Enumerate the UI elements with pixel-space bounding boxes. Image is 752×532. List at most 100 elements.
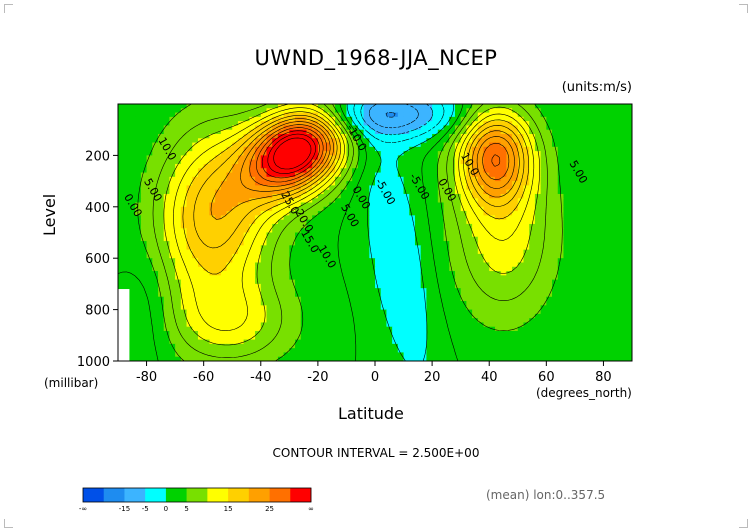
field-cell xyxy=(260,258,268,264)
field-cell xyxy=(603,275,610,281)
field-cell xyxy=(523,296,530,302)
field-cell xyxy=(226,296,233,302)
field-cell xyxy=(255,318,262,324)
field-cell xyxy=(300,142,308,148)
field-cell xyxy=(277,326,285,332)
field-cell xyxy=(340,309,348,315)
field-cell xyxy=(295,275,302,281)
field-cell xyxy=(414,168,422,174)
field-cell xyxy=(243,181,250,186)
field-cell xyxy=(295,172,302,178)
field-cell xyxy=(266,241,273,246)
field-cell xyxy=(375,211,382,216)
field-cell xyxy=(375,121,382,127)
field-cell xyxy=(300,133,308,139)
field-cell xyxy=(466,185,473,191)
field-cell xyxy=(409,146,416,152)
field-cell xyxy=(237,121,245,127)
field-cell xyxy=(437,133,445,139)
field-cell xyxy=(443,151,450,156)
field-cell xyxy=(420,249,427,255)
field-cell xyxy=(483,301,490,306)
field-cell xyxy=(597,232,605,238)
field-cell xyxy=(403,133,410,139)
field-cell xyxy=(317,138,325,144)
field-cell xyxy=(346,305,353,311)
field-cell xyxy=(603,283,610,289)
field-cell xyxy=(180,189,188,195)
field-cell xyxy=(626,228,632,234)
field-cell xyxy=(483,189,490,195)
field-cell xyxy=(329,313,336,319)
field-cell xyxy=(603,228,610,234)
field-cell xyxy=(226,313,233,319)
field-cell xyxy=(215,288,222,294)
field-cell xyxy=(220,249,228,255)
field-cell xyxy=(226,331,233,336)
field-cell xyxy=(237,172,245,178)
field-cell xyxy=(323,223,330,229)
field-cell xyxy=(574,211,582,216)
field-cell xyxy=(620,241,627,246)
field-cell xyxy=(609,309,616,315)
field-cell xyxy=(620,163,627,169)
field-cell xyxy=(386,189,393,195)
field-cell xyxy=(466,241,473,246)
field-cell xyxy=(546,189,553,195)
field-cell xyxy=(386,181,393,186)
field-cell xyxy=(266,331,273,336)
field-cell xyxy=(454,146,462,152)
field-cell xyxy=(152,202,159,208)
field-cell xyxy=(209,313,216,319)
field-cell xyxy=(506,331,513,336)
field-cell xyxy=(483,309,490,315)
field-cell xyxy=(597,189,605,195)
field-cell xyxy=(220,232,228,238)
field-cell xyxy=(403,116,410,122)
field-cell xyxy=(306,176,313,182)
field-cell xyxy=(500,253,507,259)
field-cell xyxy=(597,322,605,328)
field-cell xyxy=(215,146,222,152)
field-cell xyxy=(157,211,165,216)
field-cell xyxy=(574,283,582,289)
field-cell xyxy=(375,292,382,298)
field-cell xyxy=(369,326,376,332)
field-cell xyxy=(209,121,216,127)
field-cell xyxy=(146,258,153,264)
field-cell xyxy=(226,262,233,268)
field-cell xyxy=(192,309,199,315)
field-cell xyxy=(494,211,502,216)
field-cell xyxy=(466,253,473,259)
field-cell xyxy=(574,146,582,152)
field-cell xyxy=(266,258,273,264)
field-cell xyxy=(414,223,422,229)
field-cell xyxy=(152,151,159,156)
field-cell xyxy=(169,151,176,156)
field-cell xyxy=(477,309,485,315)
field-cell xyxy=(409,138,416,144)
field-cell xyxy=(272,339,279,345)
field-cell xyxy=(517,322,525,328)
field-cell xyxy=(392,138,399,144)
field-cell xyxy=(357,236,365,242)
field-cell xyxy=(609,326,616,332)
field-cell xyxy=(243,245,250,251)
field-cell xyxy=(529,138,536,144)
field-cell xyxy=(237,228,245,234)
field-cell xyxy=(443,309,450,315)
field-cell xyxy=(340,288,348,294)
field-cell xyxy=(192,339,199,345)
field-cell xyxy=(443,271,450,276)
field-cell xyxy=(249,232,256,238)
field-cell xyxy=(237,138,245,144)
field-cell xyxy=(454,108,462,114)
field-cell xyxy=(403,266,410,272)
field-cell xyxy=(592,331,599,336)
field-cell xyxy=(403,271,410,276)
field-cell xyxy=(340,181,348,186)
field-cell xyxy=(249,125,256,131)
field-cell xyxy=(340,108,348,114)
field-cell xyxy=(209,253,216,259)
field-cell xyxy=(380,223,388,229)
